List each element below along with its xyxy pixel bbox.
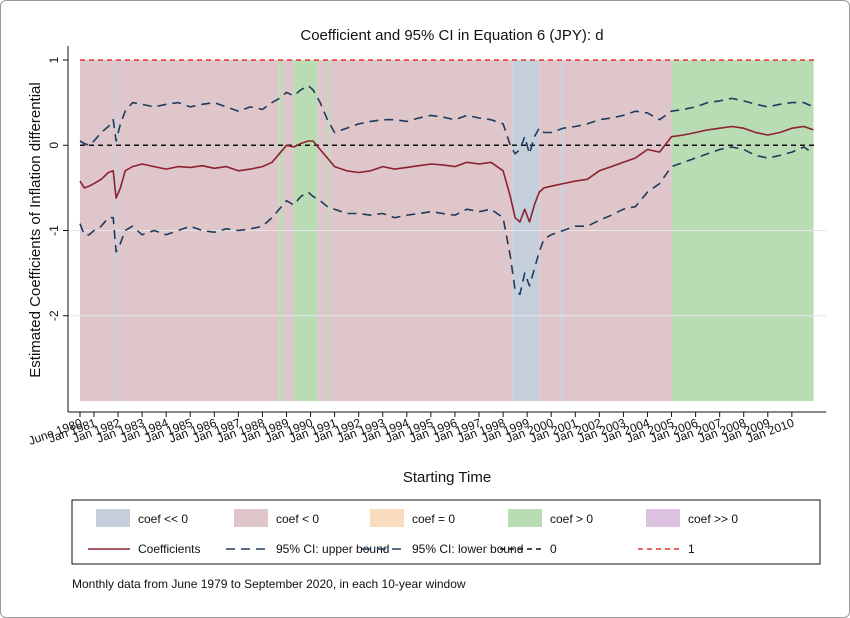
y-tick-label: -1 — [47, 225, 61, 236]
y-axis-title: Estimated Coefficients of Inflation diff… — [27, 82, 44, 377]
legend-label-3: coef > 0 — [550, 512, 593, 526]
legend-label-6: 95% CI: upper bound — [276, 542, 389, 556]
legend-label-2: coef = 0 — [412, 512, 455, 526]
chart-title: Coefficient and 95% CI in Equation 6 (JP… — [300, 27, 603, 44]
y-tick-label: -2 — [47, 310, 61, 321]
y-tick-label: 1 — [47, 56, 61, 63]
legend-swatch-4 — [646, 509, 680, 527]
legend-label-1: coef < 0 — [276, 512, 319, 526]
chart-note: Monthly data from June 1979 to September… — [72, 577, 466, 591]
legend-label-7: 95% CI: lower bound — [412, 542, 523, 556]
legend-swatch-3 — [508, 509, 542, 527]
y-tick-label: 0 — [47, 142, 61, 149]
legend-swatch-2 — [370, 509, 404, 527]
series-line-0 — [79, 125, 814, 223]
legend: coef << 0 coef < 0 coef = 0 coef > 0 coef >>… — [71, 499, 821, 565]
series-line-1 — [79, 84, 814, 155]
legend-label-5: Coefficients — [138, 542, 200, 556]
legend-box — [71, 499, 821, 565]
x-axis-title: Starting Time — [403, 469, 491, 486]
legend-label-0: coef << 0 — [138, 512, 188, 526]
legend-label-9: 1 — [688, 542, 695, 556]
legend-label-4: coef >> 0 — [688, 512, 738, 526]
series-line-2 — [79, 146, 814, 296]
legend-swatch-0 — [96, 509, 130, 527]
legend-swatch-1 — [234, 509, 268, 527]
legend-label-8: 0 — [550, 542, 557, 556]
